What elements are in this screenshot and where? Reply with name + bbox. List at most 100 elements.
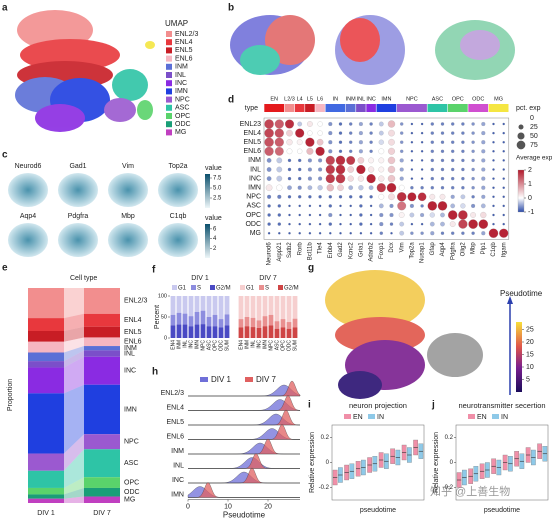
dot (460, 194, 466, 200)
x-tick-label: EN4 (238, 340, 244, 350)
gene-label: Kcnc2 (348, 242, 354, 259)
legend-label: DIV 1 (211, 375, 232, 384)
gene-label: Gfap (430, 242, 436, 256)
bar-segment (292, 318, 298, 328)
bar-segment (170, 296, 176, 315)
dot (502, 186, 505, 189)
dot (430, 122, 434, 126)
bar-segment (194, 311, 200, 325)
dot (439, 193, 446, 200)
bar-segment (188, 326, 194, 338)
dot (461, 122, 465, 126)
group-label: L5 (307, 96, 313, 102)
dot (492, 122, 495, 126)
gene-label: Gria1 (358, 242, 364, 257)
x-tick-label: SUM (292, 340, 298, 351)
dot (420, 222, 424, 226)
size-key (518, 124, 524, 130)
dot (410, 159, 414, 162)
colorbar-tick-label: 5 (526, 376, 530, 383)
gene-label: Satb2 (287, 242, 293, 258)
dot (288, 213, 291, 217)
group-label: MG (494, 96, 503, 102)
dot (447, 210, 458, 220)
legend-label: ENL2/3 (175, 31, 198, 38)
gene-label: Aqp4 (440, 242, 446, 257)
y-tick-label: 0.2 (321, 435, 330, 441)
x-tick-label: INC (188, 340, 194, 349)
dot (307, 176, 312, 181)
dot (266, 158, 272, 163)
dot (287, 167, 292, 172)
bar-segment (84, 313, 120, 327)
colorbar-tick-label: 2 (213, 246, 217, 252)
dot (471, 122, 475, 126)
dot (481, 185, 486, 190)
dot (298, 176, 302, 181)
dot (450, 203, 456, 209)
dot (461, 131, 465, 135)
dot (317, 185, 323, 191)
dot (492, 150, 495, 153)
row-label: ENL6 (243, 148, 261, 155)
legend-label: ENL5 (124, 329, 142, 336)
dot (369, 222, 373, 226)
dot (502, 177, 505, 180)
dot (471, 140, 475, 144)
dot (451, 140, 455, 144)
dot (409, 203, 414, 208)
dot (265, 184, 273, 191)
colorbar-tick-label: 6 (213, 226, 217, 232)
dot (410, 222, 414, 226)
legend-title: Cell type (70, 275, 97, 282)
dot (369, 213, 373, 217)
x-tick-label: ASC (206, 340, 212, 351)
dot (437, 201, 448, 211)
dot (420, 140, 424, 144)
legend-swatch (172, 285, 177, 290)
bar-segment (84, 356, 120, 385)
dot (349, 222, 352, 226)
bar-segment (280, 327, 286, 338)
dot (481, 131, 486, 136)
bar-segment (200, 324, 206, 338)
group-label: ODC (472, 96, 484, 102)
legend-swatch (166, 80, 172, 87)
bar-segment (262, 296, 268, 317)
legend-label: ENL4 (175, 39, 193, 46)
colorbar-tick-label: 4 (213, 236, 217, 242)
dot (471, 203, 476, 208)
gene-label: Olig2 (460, 242, 466, 257)
dot (359, 231, 363, 235)
row-label: ENL2/3 (161, 390, 184, 397)
dot (410, 140, 414, 144)
bar-segment (84, 487, 120, 497)
colorbar-tick-label: 7.5 (213, 176, 222, 182)
dot (481, 167, 486, 172)
bar-segment (268, 296, 274, 315)
bar-segment (176, 296, 182, 313)
colorbar-tick-label: 25 (526, 326, 534, 333)
dot (471, 167, 475, 172)
bar-segment (244, 296, 250, 317)
dot (430, 158, 434, 163)
dot (328, 222, 332, 226)
flow-ribbon (64, 449, 84, 488)
gene-label: Erbb4 (328, 242, 334, 259)
bar-segment (28, 288, 64, 319)
dot (308, 222, 312, 226)
bar-segment (84, 346, 120, 351)
colorbar-tick-label: 2.5 (213, 196, 222, 202)
dot (276, 166, 283, 173)
dot (307, 121, 313, 127)
y-axis-label: Relative expression (433, 432, 440, 493)
legend-swatch (166, 31, 172, 37)
dot (264, 146, 274, 156)
dot (338, 195, 343, 199)
legend-label: DIV 7 (256, 375, 277, 384)
dot (358, 131, 363, 136)
dot (440, 131, 445, 135)
dot (502, 122, 505, 126)
bar-segment (218, 319, 224, 328)
